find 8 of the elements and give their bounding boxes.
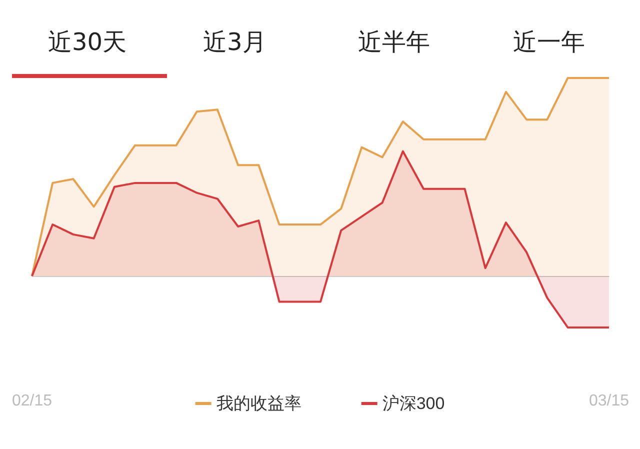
legend-label: 我的收益率 [216,394,302,413]
text: 近3月 [203,28,266,56]
text: 近一年 [513,28,585,56]
text: 近半年 [358,28,430,56]
text: 近30天 [48,28,127,56]
x-tick-label: 03/15 [588,392,630,410]
legend-label: 沪深300 [382,394,445,413]
x-tick-label: 02/15 [12,392,52,410]
